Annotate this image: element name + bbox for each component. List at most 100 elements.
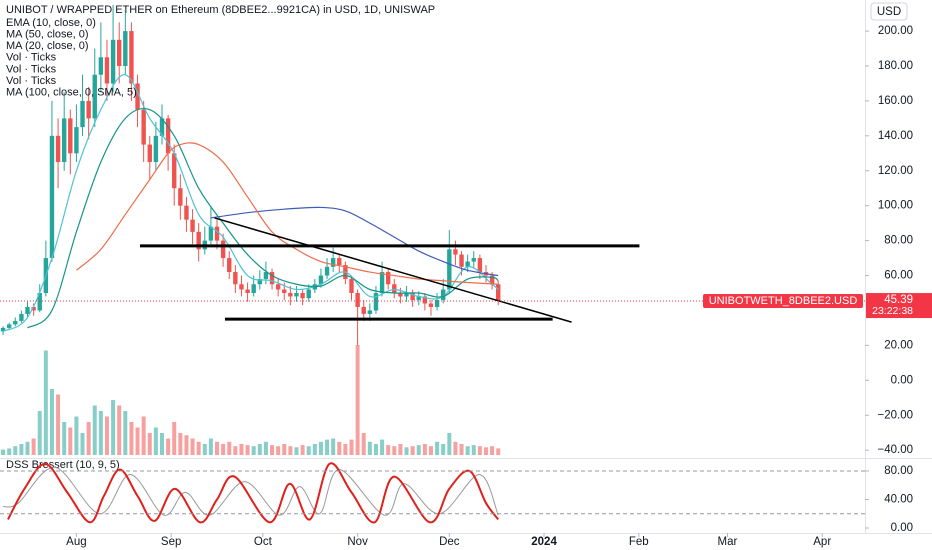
currency-box[interactable]: [870, 2, 908, 21]
volume-bar: [202, 444, 207, 455]
volume-bar: [68, 427, 73, 455]
candle-body: [153, 135, 159, 163]
candle-body: [337, 258, 342, 266]
candle-body: [459, 254, 464, 267]
x-tick-label: Apr: [813, 536, 831, 548]
volume-bar: [312, 444, 317, 455]
volume-bar: [208, 438, 213, 455]
volume-bar: [257, 444, 262, 455]
volume-bar: [31, 438, 36, 455]
candle-body: [92, 74, 97, 119]
volume-bar: [166, 438, 171, 455]
volume-bar: [7, 448, 12, 455]
volume-bar: [196, 441, 201, 455]
legend-entry: EMA (10, close, 0): [6, 17, 96, 29]
x-tick-label: 2024: [531, 536, 557, 548]
volume-bar: [74, 416, 79, 455]
candle-body: [447, 249, 452, 290]
candle-body: [434, 299, 440, 307]
volume-bar: [135, 427, 140, 455]
candle-body: [129, 31, 134, 84]
candle-body: [74, 127, 79, 154]
candle-body: [61, 118, 67, 163]
ma-line: [27, 107, 499, 329]
volume-bar: [13, 446, 18, 455]
candle-body: [398, 292, 403, 297]
volume-bar: [404, 447, 409, 455]
volume-bar: [215, 441, 220, 455]
candle-body: [190, 219, 195, 232]
currency[interactable]: USD: [877, 6, 901, 18]
candle-body: [104, 57, 110, 84]
volume-bar: [184, 435, 189, 455]
candle-body: [294, 292, 299, 297]
candle-body: [49, 135, 55, 259]
y-tick-label: 0.00: [891, 374, 913, 386]
candle-body: [0, 327, 6, 332]
candle-body: [477, 258, 483, 273]
volume-bar: [465, 446, 470, 455]
candle-body: [110, 39, 116, 84]
candle-body: [19, 313, 24, 321]
candle-body: [404, 292, 409, 297]
volume-bar: [282, 444, 287, 455]
volume-bar: [221, 444, 226, 455]
volume-bar: [428, 446, 433, 455]
x-tick-label: Mar: [718, 536, 738, 548]
volume-bar: [294, 447, 299, 455]
volume-bar: [325, 439, 330, 455]
candle-body: [428, 303, 434, 307]
volume-bar: [367, 441, 372, 455]
volume-bar: [117, 405, 122, 455]
candle-body: [165, 118, 171, 154]
legend-entry: MA (50, close, 0): [6, 29, 89, 41]
candle-body: [117, 39, 122, 67]
candle-body: [68, 118, 73, 154]
candle-body: [13, 320, 18, 325]
candle-body: [80, 100, 85, 128]
candle-body: [184, 205, 189, 220]
candle-body: [349, 279, 354, 293]
ma-line: [76, 142, 499, 285]
volume-bar: [490, 446, 495, 455]
volume-bar: [422, 444, 427, 455]
volume-bar: [80, 433, 85, 455]
legend-entry: Vol · Ticks: [6, 52, 57, 64]
volume-bar: [361, 433, 366, 455]
volume-bar: [453, 441, 458, 455]
candle-body: [208, 226, 214, 241]
candle-body: [373, 292, 379, 311]
x-tick-label: Feb: [629, 536, 649, 548]
ma-line: [2, 74, 499, 332]
volume-bar: [459, 444, 464, 455]
candle-body: [220, 240, 226, 259]
candle-body: [306, 289, 311, 299]
candle-body: [55, 135, 61, 163]
candle-body: [263, 272, 269, 280]
volume-bar: [178, 433, 183, 455]
y-tick-label: 0.00: [891, 522, 913, 534]
volume-bar: [251, 446, 256, 455]
x-tick-label: Sep: [161, 536, 181, 548]
dss-line: [7, 462, 500, 524]
volume-bar: [380, 439, 385, 455]
candle-body: [496, 284, 501, 302]
chart-title: UNIBOT / WRAPPED ETHER on Ethereum (8DBE…: [6, 4, 435, 16]
candle-body: [392, 284, 397, 293]
candle-body: [239, 284, 244, 290]
volume-bar: [49, 389, 54, 455]
candle-body: [147, 144, 152, 163]
candle-body: [31, 306, 36, 311]
volume-bar: [129, 422, 134, 455]
y-tick-label: 160.00: [878, 95, 913, 107]
candle-body: [355, 292, 360, 307]
candle-body: [330, 258, 336, 267]
volume-bar: [1, 449, 6, 455]
candle-body: [233, 272, 238, 285]
candle-body: [410, 292, 415, 300]
volume-bar: [37, 411, 42, 455]
candle-body: [86, 100, 91, 119]
volume-bar: [300, 445, 305, 455]
candle-body: [379, 272, 385, 293]
